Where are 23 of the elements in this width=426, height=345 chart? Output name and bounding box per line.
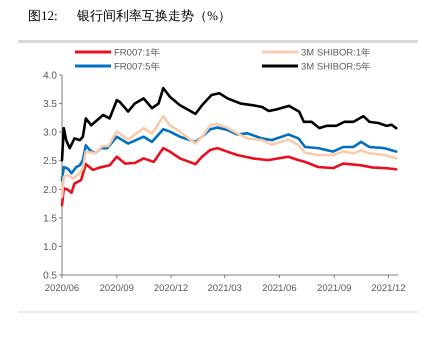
y-tick-label: 4.0 bbox=[43, 70, 58, 82]
x-tick-label: 2021/12 bbox=[371, 283, 406, 294]
x-tick-label: 2021/03 bbox=[207, 283, 242, 294]
legend-label: 3M SHIBOR:1年 bbox=[301, 46, 372, 58]
legend-label: FR007:1年 bbox=[114, 46, 160, 58]
legend-label: 3M SHIBOR:5年 bbox=[301, 60, 372, 72]
y-tick-label: 2.5 bbox=[43, 156, 58, 168]
x-tick-label: 2021/09 bbox=[317, 283, 352, 294]
x-tick-label: 2020/09 bbox=[100, 283, 134, 294]
x-tick-label: 2020/06 bbox=[44, 283, 80, 294]
y-tick-label: 1.5 bbox=[43, 213, 58, 224]
x-tick-label: 2020/12 bbox=[154, 283, 188, 294]
legend-label: FR007:5年 bbox=[114, 60, 160, 72]
chart-title: 图12: 银行间利率互换走势（%） bbox=[28, 8, 231, 23]
y-tick-label: 1.0 bbox=[43, 242, 58, 253]
y-tick-label: 2.0 bbox=[43, 184, 58, 196]
line-series bbox=[60, 146, 398, 207]
x-tick-label: 2021/06 bbox=[262, 283, 297, 294]
y-tick-label: 3.0 bbox=[43, 128, 58, 139]
line-series bbox=[60, 86, 398, 162]
line-series bbox=[60, 114, 398, 198]
y-tick-label: 3.5 bbox=[43, 99, 58, 110]
y-tick-label: 0.5 bbox=[43, 270, 58, 282]
